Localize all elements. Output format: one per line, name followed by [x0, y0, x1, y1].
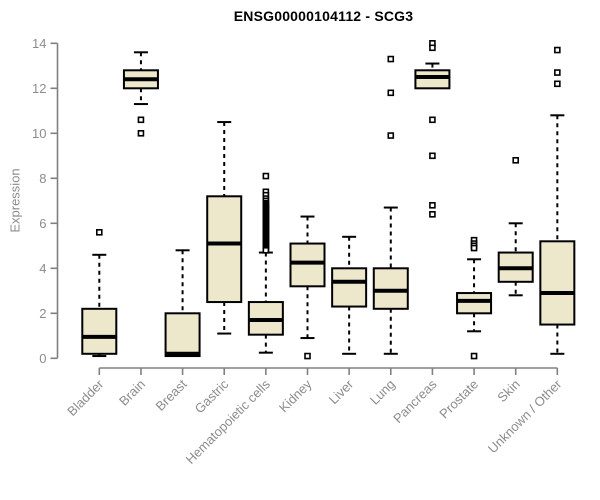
box-group	[414, 39, 451, 218]
box-group	[206, 121, 243, 335]
iqr-box	[164, 312, 201, 358]
box-group	[456, 236, 493, 360]
box-group	[164, 249, 201, 358]
box-group	[372, 55, 409, 355]
box-group	[81, 229, 118, 358]
outlier-point	[304, 352, 311, 360]
outlier-point	[512, 157, 520, 164]
outlier-point	[429, 116, 436, 124]
outlier-point	[429, 211, 436, 218]
x-category-label: Gastric	[192, 376, 232, 416]
iqr-box	[456, 292, 493, 315]
box-group	[122, 51, 159, 137]
y-tick-label: 8	[39, 171, 46, 186]
box-group	[497, 157, 534, 297]
outlier-point	[429, 152, 436, 160]
x-category-label: Skin	[494, 377, 522, 405]
outlier-point	[137, 116, 145, 124]
iqr-box	[539, 240, 576, 326]
outlier-point	[387, 55, 395, 63]
x-category-label: Kidney	[276, 376, 315, 415]
iqr-box	[414, 69, 451, 90]
outlier-point	[554, 80, 561, 88]
box-group	[331, 235, 368, 355]
outlier-point	[554, 69, 561, 76]
x-category-label: Liver	[326, 376, 357, 407]
y-tick-label: 0	[39, 351, 46, 366]
outlier-point	[429, 202, 436, 209]
outlier-point	[137, 130, 145, 137]
iqr-box	[206, 195, 243, 304]
x-category-label: Breast	[153, 376, 190, 413]
x-category-label: Lung	[367, 377, 398, 408]
iqr-box	[289, 242, 326, 288]
box-group	[539, 46, 576, 355]
x-category-label: Unknown / Other	[485, 376, 565, 456]
outlier-point	[262, 172, 270, 180]
outlier-point	[262, 247, 270, 254]
iqr-box	[331, 267, 368, 308]
y-tick-label: 10	[32, 126, 46, 141]
x-category-label: Pancreas	[390, 376, 440, 426]
x-category-label: Brain	[116, 377, 148, 409]
iqr-box	[372, 267, 409, 310]
y-tick-label: 14	[32, 36, 46, 51]
x-category-label: Bladder	[64, 376, 107, 419]
y-tick-label: 4	[39, 261, 46, 276]
outlier-point	[554, 46, 561, 54]
outlier-point	[429, 44, 436, 52]
y-tick-label: 2	[39, 306, 46, 321]
outlier-point	[470, 352, 478, 360]
outlier-point	[470, 244, 478, 252]
chart-title: ENSG00000104112 - SCG3	[233, 8, 414, 24]
y-tick-label: 12	[32, 81, 46, 96]
box-group	[247, 172, 284, 354]
outlier-point	[387, 89, 395, 97]
y-tick-label: 6	[39, 216, 46, 231]
iqr-box	[81, 307, 118, 355]
outlier-point	[96, 229, 103, 236]
box-group	[289, 215, 326, 360]
outlier-point	[387, 132, 395, 139]
x-category-label: Prostate	[436, 377, 481, 422]
